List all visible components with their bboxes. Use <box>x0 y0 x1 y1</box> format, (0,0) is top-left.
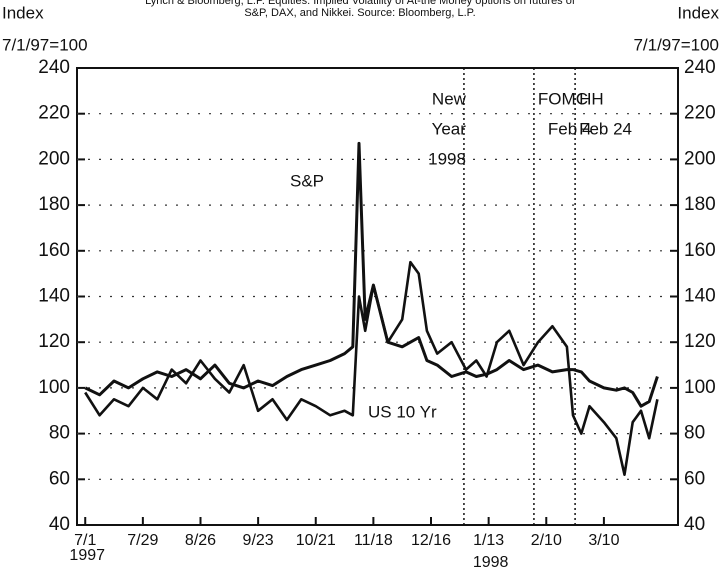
y2-tick-label: 160 <box>684 240 716 261</box>
event-label: 1998 <box>428 149 466 168</box>
x-tick-label: 8/26 <box>185 532 216 549</box>
y-tick-label: 80 <box>49 423 70 444</box>
event-label: Feb 4 <box>548 119 591 138</box>
event-label: Year <box>432 119 467 138</box>
x-tick-label: 1/13 <box>473 532 504 549</box>
y2-tick-label: 40 <box>684 514 705 535</box>
y-tick-label: 220 <box>38 103 70 124</box>
year-label: 1997 <box>69 547 105 564</box>
event-label: HH <box>579 89 604 108</box>
y-tick-label: 240 <box>38 57 70 78</box>
y-tick-label: 200 <box>38 148 70 169</box>
y2-tick-label: 180 <box>684 194 716 215</box>
event-label: Feb 24 <box>579 119 632 138</box>
y-axis-label: 7/1/97=100 <box>2 35 88 54</box>
y2-tick-label: 240 <box>684 57 716 78</box>
y2-tick-label: 200 <box>684 148 716 169</box>
y2-axis-label: 7/1/97=100 <box>633 35 719 54</box>
x-tick-label: 11/18 <box>354 532 393 549</box>
x-tick-label: 2/10 <box>531 532 562 549</box>
y2-tick-label: 100 <box>684 377 716 398</box>
y-tick-label: 40 <box>49 514 70 535</box>
y-axis-label: Index <box>2 3 44 22</box>
y-tick-label: 60 <box>49 468 70 489</box>
x-tick-label: 9/23 <box>243 532 274 549</box>
x-tick-label: 7/1 <box>74 532 96 549</box>
chart-title: Lynch & Bloomberg, L.P. Equities: Implie… <box>145 0 576 7</box>
y2-tick-label: 220 <box>684 103 716 124</box>
x-tick-label: 10/21 <box>296 532 336 549</box>
y-tick-label: 180 <box>38 194 70 215</box>
x-tick-label: 12/16 <box>411 532 451 549</box>
y2-tick-label: 120 <box>684 331 716 352</box>
series-label: S&P <box>290 171 324 190</box>
series-label: US 10 Yr <box>368 402 437 421</box>
y2-tick-label: 60 <box>684 468 705 489</box>
x-tick-label: 3/10 <box>588 532 619 549</box>
year-label: 1998 <box>473 554 509 571</box>
series-line <box>84 260 659 476</box>
y2-tick-label: 140 <box>684 286 716 307</box>
series-line <box>84 141 659 408</box>
y2-axis-label: Index <box>677 3 719 22</box>
y-tick-label: 160 <box>38 240 70 261</box>
chart-title: S&P, DAX, and Nikkei. Source: Bloomberg,… <box>244 7 475 19</box>
y-tick-label: 120 <box>38 331 70 352</box>
x-tick-label: 7/29 <box>127 532 158 549</box>
y-tick-label: 100 <box>38 377 70 398</box>
y2-tick-label: 80 <box>684 423 705 444</box>
y-tick-label: 140 <box>38 286 70 307</box>
event-label: New <box>432 89 467 108</box>
